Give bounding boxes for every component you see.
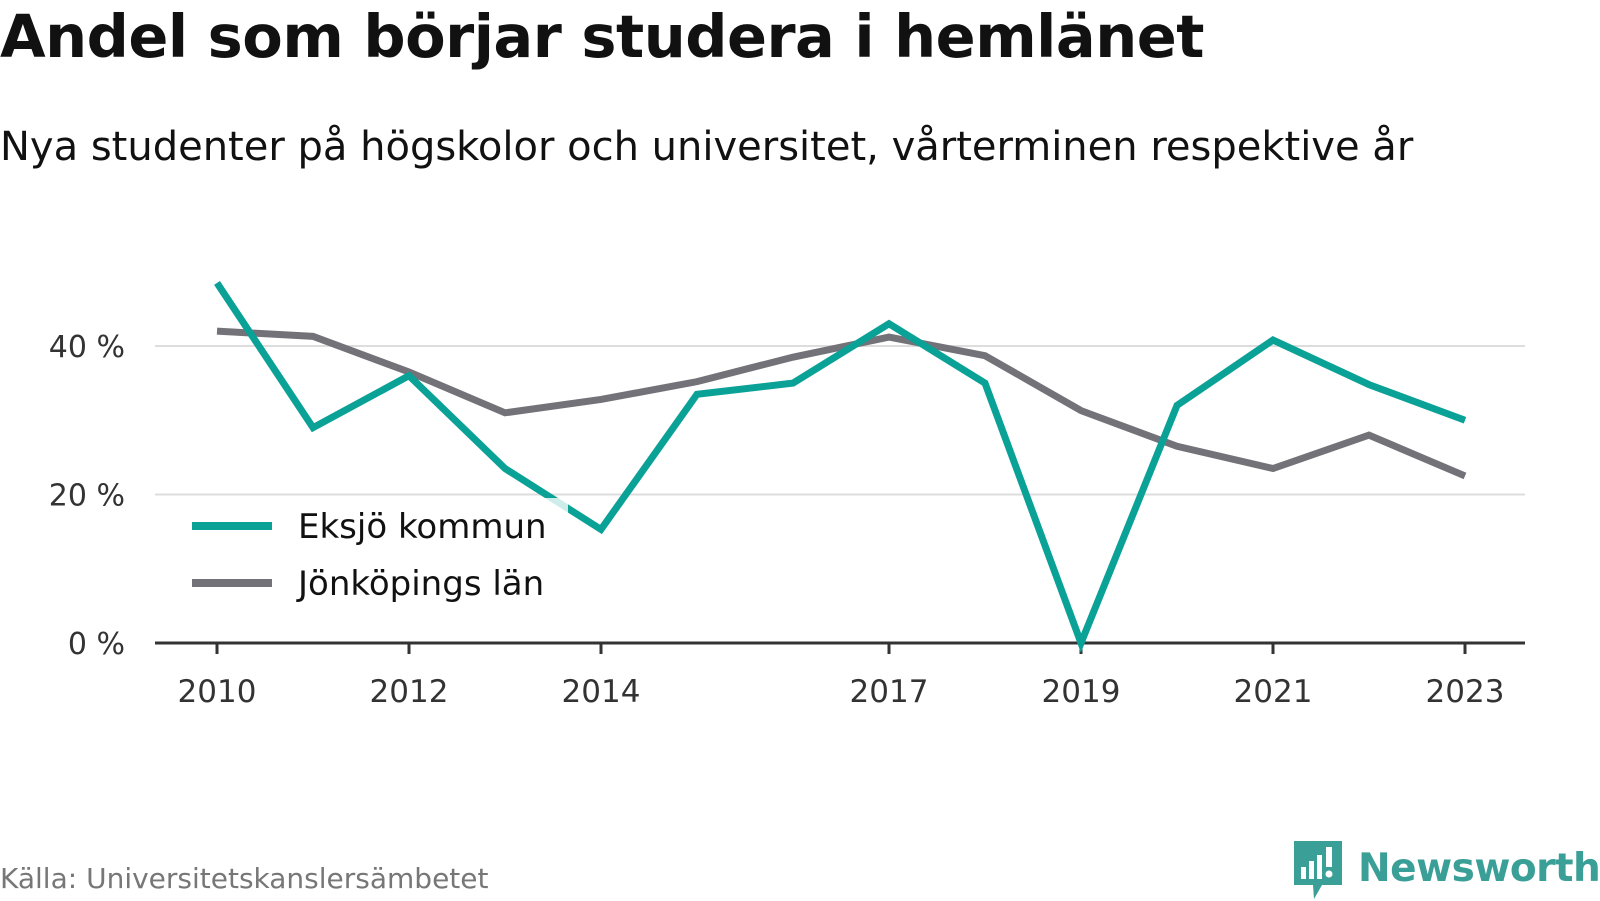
y-tick-label: 40 %	[49, 330, 125, 365]
series-line-jonkoping	[216, 327, 1467, 480]
x-tick-label: 2021	[1234, 674, 1313, 710]
line-chart: 0 % 20 % 40 % 2010 2012 2014 2017 2019 2021 2023 E…	[49, 280, 1525, 710]
y-tick-label: 20 %	[49, 479, 125, 514]
x-tick-label: 2010	[178, 674, 257, 710]
chart-subtitle: Nya studenter på högskolor och universit…	[0, 124, 1414, 170]
chart-title: Andel som börjar studera i hemlänet	[0, 2, 1204, 71]
series-line-eksjo	[214, 280, 1467, 653]
x-tick-label: 2012	[370, 674, 449, 710]
source-note: Källa: Universitetskanslersämbetet	[0, 862, 489, 895]
legend-box	[180, 498, 568, 616]
x-tick-label: 2017	[850, 674, 929, 710]
legend-label: Jönköpings län	[296, 564, 544, 604]
y-tick-label: 0 %	[68, 627, 125, 662]
x-tick-label: 2014	[562, 674, 641, 710]
x-tick-label: 2023	[1426, 674, 1505, 710]
brand-name: Newsworthy	[1358, 846, 1600, 891]
x-tick-label: 2019	[1042, 674, 1121, 710]
brand-logo: Newsworthy	[1292, 841, 1600, 901]
legend-label: Eksjö kommun	[298, 507, 547, 547]
chart-bubble-icon	[1294, 841, 1342, 899]
